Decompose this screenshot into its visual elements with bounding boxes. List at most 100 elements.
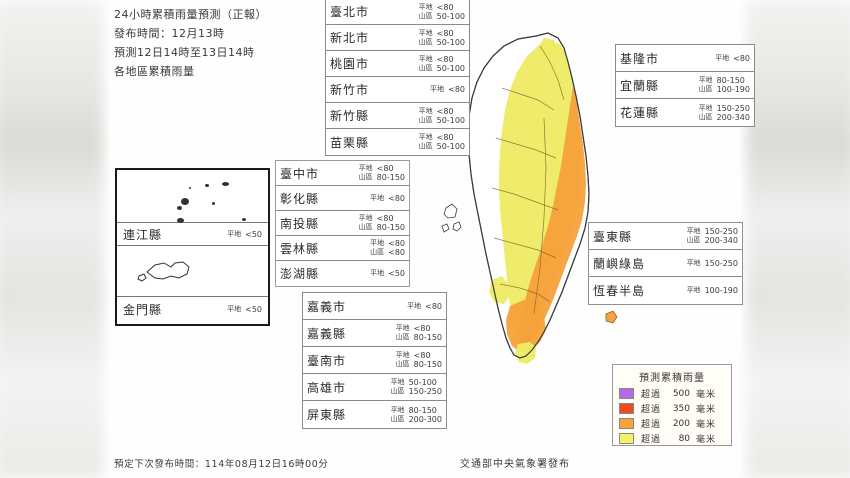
lieyu-outline	[137, 273, 147, 282]
rainfall-zone-yellow-southwest	[489, 276, 510, 304]
legend-color-swatch	[619, 418, 634, 429]
mountain-label: 山區	[395, 333, 410, 341]
mountain-label: 山區	[686, 236, 701, 244]
kinmen-islands-map	[117, 246, 268, 296]
forecast-sheet: 24小時累積雨量預測（正報） 發布時間：12月13時 預測12日14時至13日1…	[110, 0, 755, 478]
plain-value: <80	[448, 85, 465, 94]
northeast-region-table: 基隆市 平地 <80 宜蘭縣 平地 80-150 山區 100-190 花蓮縣 平地 1…	[615, 44, 755, 127]
table-row: 臺中市 平地 <80 山區 80-150	[276, 161, 409, 186]
plain-label: 平地	[358, 164, 373, 172]
plain-label: 平地	[686, 258, 701, 267]
island-dot	[212, 202, 215, 205]
plain-value: <80	[376, 164, 394, 173]
region-name: 臺中市	[280, 166, 320, 181]
legend-unit: 毫米	[696, 390, 717, 400]
east-region-table: 臺東縣 平地 150-250 山區 200-340 蘭嶼綠島 平地 150-250 恆…	[588, 222, 743, 305]
table-row: 南投縣 平地 <80 山區 80-150	[276, 211, 409, 236]
table-row: 澎湖縣 平地 <50	[276, 261, 409, 286]
plain-value: <50	[245, 229, 262, 239]
plain-label: 平地	[686, 227, 701, 235]
table-row: 嘉義縣 平地 <80 山區 80-150	[303, 320, 446, 347]
plain-value: <80	[376, 214, 394, 223]
plain-label: 平地	[370, 193, 385, 202]
kinmen-outline	[146, 261, 190, 280]
taiwan-map-svg	[441, 32, 620, 364]
table-row: 新竹縣 平地 <80 山區 50-100	[326, 103, 469, 129]
region-values: 平地 <80 山區 50-100	[413, 133, 465, 151]
plain-value: 150-250	[704, 227, 738, 236]
legend-color-swatch	[619, 433, 634, 444]
legend-unit: 毫米	[696, 420, 717, 430]
mountain-label: 山區	[390, 387, 405, 395]
table-row: 屏東縣 平地 80-150 山區 200-300	[303, 401, 446, 428]
mountain-value: 50-100	[436, 115, 465, 125]
south-region-table: 嘉義市 平地 <80 嘉義縣 平地 <80 山區 80-150 臺南市 平地 <80 山…	[302, 292, 447, 429]
legend-over-label: 超過	[641, 405, 662, 415]
region-values: 平地 <80 山區 80-150	[390, 324, 442, 342]
region-name: 南投縣	[280, 216, 320, 231]
island-dot	[177, 218, 184, 223]
plain-value: <50	[388, 269, 405, 278]
mountain-value: 150-250	[408, 387, 442, 396]
legend-over-label: 超過	[641, 435, 662, 445]
legend-value: 80	[678, 433, 691, 444]
rainfall-zone-yellow	[499, 42, 582, 342]
plain-label: 平地	[395, 351, 410, 359]
plain-value: <80	[436, 2, 454, 12]
island-dot	[177, 206, 182, 210]
region-values: 平地 100-190	[681, 285, 738, 296]
region-name: 恆春半島	[593, 284, 646, 298]
legend-value: 500	[672, 388, 691, 399]
table-row: 蘭嶼綠島 平地 150-250	[589, 250, 742, 277]
island-dot	[181, 198, 189, 205]
plain-label: 平地	[698, 103, 713, 112]
plain-value: 80-150	[716, 76, 745, 85]
mountain-label: 山區	[418, 63, 433, 72]
mountain-label: 山區	[358, 173, 373, 181]
page-title: 24小時累積雨量預測（正報）	[114, 8, 267, 21]
legend-item: 超過 350 毫米	[619, 402, 725, 415]
header-block: 24小時累積雨量預測（正報） 發布時間：12月13時 預測12日14時至13日1…	[114, 6, 267, 82]
region-values: 平地 <80	[424, 84, 465, 95]
plain-label: 平地	[418, 2, 433, 11]
region-name: 彰化縣	[280, 191, 320, 206]
mountain-label: 山區	[370, 248, 385, 256]
region-values: 平地 <80 山區 80-150	[353, 164, 405, 182]
plain-value: <80	[388, 193, 405, 203]
region-values: 平地 <50	[221, 230, 262, 239]
right-letterbox-blur	[746, 0, 850, 478]
region-values: 平地 <80 山區 50-100	[413, 55, 465, 73]
rainfall-legend: 預測累積雨量 超過 500 毫米 超過 350 毫米 超過 200 毫米	[612, 364, 732, 446]
mountain-value: 100-190	[716, 85, 750, 94]
legend-color-swatch	[619, 403, 634, 414]
region-name: 新竹市	[330, 83, 370, 97]
plain-label: 平地	[418, 133, 433, 141]
region-name: 嘉義市	[307, 299, 347, 314]
mountain-value: 80-150	[413, 333, 442, 342]
mountain-value: 200-300	[408, 414, 442, 424]
region-name: 臺南市	[307, 353, 347, 368]
region-name: 嘉義縣	[307, 326, 347, 341]
region-values: 平地 150-250 山區 200-340	[693, 104, 750, 122]
table-row: 雲林縣 平地 <80 山區 <80	[276, 236, 409, 261]
plain-value: 100-190	[704, 286, 738, 295]
plain-label: 平地	[407, 301, 422, 310]
region-values: 平地 <80 山區 50-100	[413, 29, 465, 47]
mountain-label: 山區	[418, 37, 433, 46]
table-row: 新竹市 平地 <80	[326, 77, 469, 103]
legend-unit: 毫米	[696, 435, 717, 445]
legend-over-label: 超過	[641, 420, 662, 430]
table-row: 彰化縣 平地 <80	[276, 186, 409, 211]
table-row: 金門縣 平地 <50	[117, 296, 268, 322]
region-name: 臺東縣	[593, 229, 633, 244]
region-name: 屏東縣	[307, 408, 347, 422]
legend-color-swatch	[619, 388, 634, 399]
legend-value: 350	[672, 403, 691, 414]
region-name: 蘭嶼綠島	[593, 256, 646, 271]
mountain-value: 50-100	[436, 63, 465, 73]
plain-value: <80	[413, 351, 431, 360]
region-values: 平地 150-250	[681, 258, 738, 269]
region-name: 基隆市	[620, 51, 660, 66]
plain-value: 50-100	[408, 378, 437, 387]
